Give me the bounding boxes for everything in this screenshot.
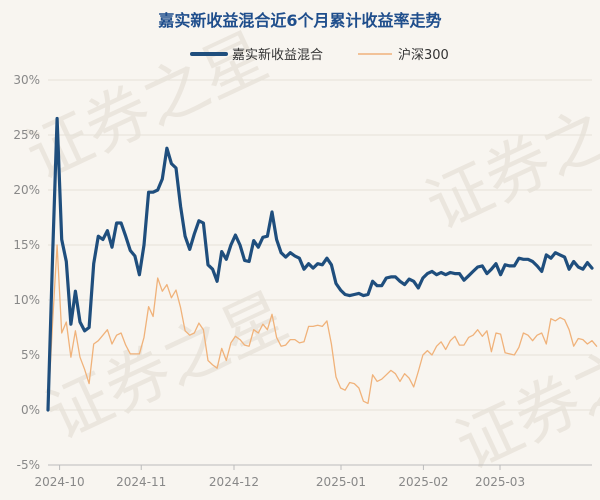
- y-tick-label: 20%: [13, 183, 40, 197]
- series: [46, 116, 598, 412]
- x-tick-label: 2024-10: [35, 475, 85, 489]
- x-tick-label: 2024-12: [209, 475, 259, 489]
- y-tick-label: 5%: [21, 348, 40, 362]
- y-tick-label: 30%: [13, 73, 40, 87]
- legend-label-fund: 嘉实新收益混合: [232, 47, 323, 63]
- x-tick-label: 2024-11: [116, 475, 166, 489]
- y-tick-label: 10%: [13, 293, 40, 307]
- chart-title: 嘉实新收益混合近6个月累计收益率走势: [157, 11, 441, 30]
- y-tick-label: 25%: [13, 128, 40, 142]
- watermark: 证券之星 证券之星 证券之星 证券之星: [15, 19, 600, 484]
- svg-text:证券之星: 证券之星: [415, 69, 600, 244]
- y-axis: -5% 0% 5% 10% 15% 20% 25% 30%: [13, 73, 40, 472]
- y-tick-label: 15%: [13, 238, 40, 252]
- series-line-fund: [46, 116, 594, 412]
- x-tick-label: 2025-03: [475, 475, 525, 489]
- legend: 嘉实新收益混合 沪深300: [190, 47, 449, 63]
- x-tick-label: 2025-01: [316, 475, 366, 489]
- x-axis: 2024-10 2024-11 2024-12 2025-01 2025-02 2025-…: [35, 464, 592, 489]
- y-tick-label: -5%: [17, 458, 40, 472]
- x-tick-label: 2025-02: [398, 475, 448, 489]
- y-tick-label: 0%: [21, 403, 40, 417]
- legend-label-index: 沪深300: [398, 47, 449, 63]
- series-line-index: [47, 244, 598, 411]
